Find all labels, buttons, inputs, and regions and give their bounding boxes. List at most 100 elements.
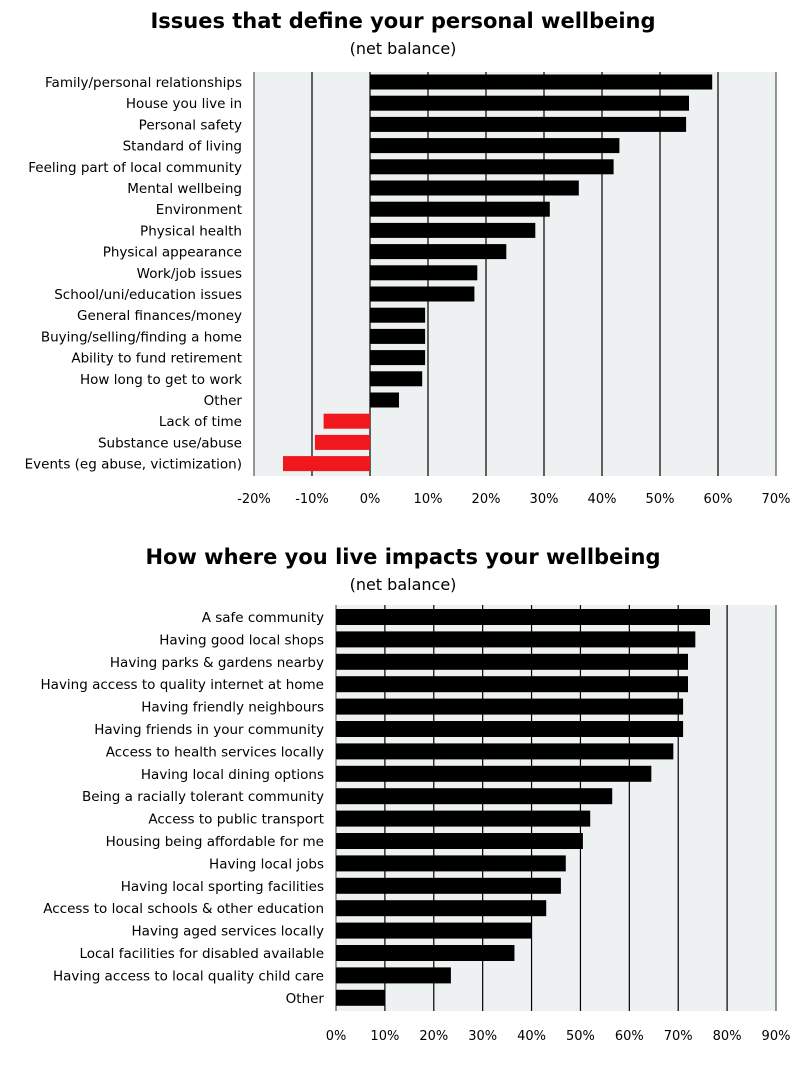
chart-2-category-label: Access to local schools & other educatio… xyxy=(43,901,324,917)
chart-2-category-label: Local facilities for disabled available xyxy=(79,946,324,962)
chart-1-tick-label: 40% xyxy=(588,492,617,507)
chart-1-category-label: Physical appearance xyxy=(103,245,242,261)
chart-1-bar xyxy=(314,434,370,450)
chart-1-bars xyxy=(283,74,713,472)
chart-1-category-label: Standard of living xyxy=(123,139,242,155)
chart-1-tick-label: -10% xyxy=(295,492,329,507)
chart-2-category-label: Having parks & gardens nearby xyxy=(110,655,324,671)
chart-2-category-label: Access to health services locally xyxy=(106,744,324,760)
chart-2-category-label: Having aged services locally xyxy=(132,924,324,940)
chart-2-category-label: A safe community xyxy=(202,610,324,626)
chart-2-category-label: Other xyxy=(286,991,325,1007)
chart-2-bar xyxy=(336,967,451,984)
chart-2-category-label: Having access to local quality child car… xyxy=(53,968,324,984)
chart-2-tick-labels: 0% 10% 20% 30% 40% 50% 60% 70% 80% 90% xyxy=(326,1029,791,1044)
chart-2-tick-label: 70% xyxy=(664,1029,693,1044)
chart-2: How where you live impacts your wellbein… xyxy=(41,545,791,1044)
chart-2-category-label: Access to public transport xyxy=(148,812,324,828)
chart-1-category-label: Feeling part of local community xyxy=(28,160,242,176)
chart-2-bar xyxy=(336,788,613,805)
chart-1-bar xyxy=(370,222,536,238)
chart-1-bar xyxy=(370,116,687,132)
chart-2-bars xyxy=(336,609,710,1006)
chart-2-bar xyxy=(336,609,710,625)
chart-2-bar xyxy=(336,631,696,648)
chart-1-bar xyxy=(370,201,550,217)
chart-2-bar xyxy=(336,855,566,872)
chart-2-category-label: Having good local shops xyxy=(159,632,324,648)
chart-2-category-label: Having local dining options xyxy=(141,767,324,783)
chart-1-tick-label: 50% xyxy=(646,492,675,507)
chart-2-bar xyxy=(336,676,688,693)
chart-2-tick-label: 10% xyxy=(370,1029,399,1044)
chart-1-bar xyxy=(370,286,475,302)
chart-1-category-label: Substance use/abuse xyxy=(98,435,242,451)
chart-1-category-label: Mental wellbeing xyxy=(127,181,242,197)
chart-2-bar xyxy=(336,877,561,894)
chart-1-category-label: Other xyxy=(204,393,243,409)
chart-2-category-label: Housing being affordable for me xyxy=(106,834,324,850)
chart-2-bar xyxy=(336,900,547,917)
chart-1-tick-label: 60% xyxy=(704,492,733,507)
chart-1-category-label: Family/personal relationships xyxy=(45,75,242,91)
chart-2-tick-label: 80% xyxy=(713,1029,742,1044)
chart-1-tick-label: 10% xyxy=(414,492,443,507)
chart-1-category-label: Ability to fund retirement xyxy=(71,351,242,367)
chart-1-bar xyxy=(370,159,614,175)
chart-2-bar xyxy=(336,653,688,670)
chart-1-category-label: School/uni/education issues xyxy=(54,287,242,303)
chart-2-subtitle: (net balance) xyxy=(350,575,457,594)
chart-2-category-label: Having friendly neighbours xyxy=(141,700,324,716)
chart-1-bar xyxy=(370,371,423,387)
chart-2-title: How where you live impacts your wellbein… xyxy=(145,545,660,569)
chart-1-category-label: Buying/selling/finding a home xyxy=(41,329,242,345)
chart-1-category-label: House you live in xyxy=(126,96,242,112)
chart-2-tick-label: 50% xyxy=(566,1029,595,1044)
chart-2-tick-label: 90% xyxy=(762,1029,791,1044)
chart-1-category-label: Physical health xyxy=(140,223,242,239)
chart-2-tick-label: 40% xyxy=(517,1029,546,1044)
chart-2-bar xyxy=(336,922,532,939)
chart-1-tick-label: -20% xyxy=(237,492,271,507)
chart-1-category-label: Personal safety xyxy=(139,117,242,133)
chart-2-bar xyxy=(336,743,674,760)
chart-1-subtitle: (net balance) xyxy=(350,39,457,58)
chart-2-category-label: Having access to quality internet at hom… xyxy=(41,677,324,693)
chart-1-tick-label: 70% xyxy=(762,492,791,507)
chart-2-bar xyxy=(336,989,385,1006)
chart-1-bar xyxy=(370,307,426,323)
chart-1-category-labels: Family/personal relationships House you l… xyxy=(25,75,243,473)
chart-1-category-label: Work/job issues xyxy=(137,266,242,282)
chart-1-category-label: General finances/money xyxy=(77,308,242,324)
chart-2-tick-label: 0% xyxy=(326,1029,347,1044)
chart-1-bar xyxy=(370,328,426,344)
chart-2-category-label: Having friends in your community xyxy=(94,722,324,738)
chart-1-tick-labels: -20% -10% 0% 10% 20% 30% 40% 50% 60% 70% xyxy=(237,492,790,507)
chart-1-category-label: Lack of time xyxy=(159,414,242,430)
chart-1-tick-label: 0% xyxy=(360,492,381,507)
chart-2-category-labels: A safe community Having good local shops H… xyxy=(41,610,325,1007)
chart-1-bar xyxy=(370,350,426,366)
chart-2-bar xyxy=(336,833,583,849)
chart-2-tick-label: 30% xyxy=(468,1029,497,1044)
chart-2-bar xyxy=(336,945,515,961)
chart-1-bar xyxy=(370,392,399,408)
chart-1-bar xyxy=(283,456,370,472)
chart-1-bar xyxy=(370,244,507,260)
chart-1-bar xyxy=(370,138,620,154)
chart-2-bar xyxy=(336,765,652,782)
chart-1-bar xyxy=(370,74,713,90)
chart-2-category-label: Having local sporting facilities xyxy=(121,879,324,895)
chart-2-bar xyxy=(336,810,591,827)
chart-1-bar xyxy=(370,95,689,111)
chart-2-bar xyxy=(336,698,684,715)
chart-1-bar xyxy=(370,180,579,196)
chart-2-plot-area xyxy=(336,605,776,1011)
chart-2-tick-label: 20% xyxy=(419,1029,448,1044)
chart-1-tick-label: 30% xyxy=(530,492,559,507)
chart-1-bar xyxy=(370,265,478,281)
chart-2-category-label: Having local jobs xyxy=(209,856,324,872)
chart-2-gridlines xyxy=(335,605,777,1011)
chart-2-category-label: Being a racially tolerant community xyxy=(82,789,324,805)
